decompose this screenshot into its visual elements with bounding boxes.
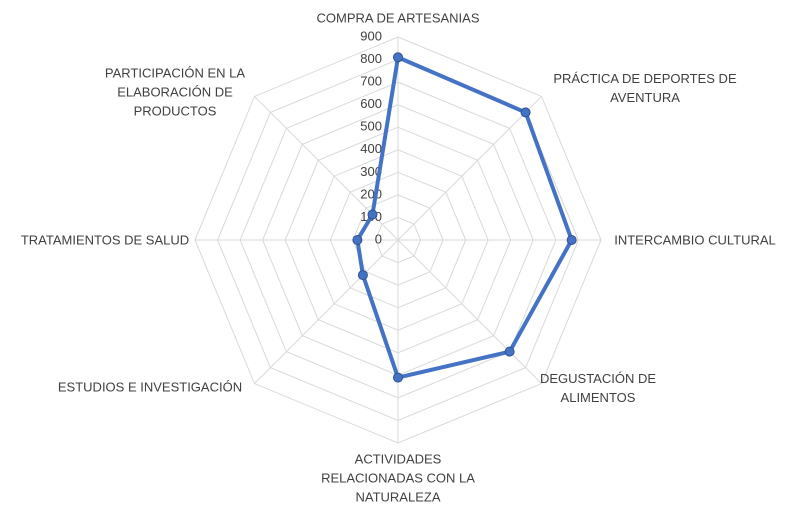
r-tick-label: 500	[360, 119, 382, 134]
point	[520, 107, 531, 118]
point	[504, 346, 515, 357]
category-label: ESTUDIOS E INVESTIGACIÓN	[57, 379, 243, 395]
category-label: COMPRA DE ARTESANIAS	[316, 10, 480, 26]
category-label: INTERCAMBIO CULTURAL	[614, 232, 776, 248]
point	[566, 235, 577, 245]
spoke	[397, 96, 542, 241]
point	[393, 52, 403, 63]
category-label: DEGUSTACIÓN DE ALIMENTOS	[539, 371, 657, 405]
point	[393, 372, 403, 383]
r-tick-label: 0	[375, 231, 382, 246]
r-tick-label: 800	[360, 51, 382, 66]
r-tick-label: 700	[360, 74, 382, 89]
point	[352, 235, 363, 245]
category-label: PARTICIPACIÓN EN LA ELABORACIÓN DE PRODU…	[104, 65, 246, 119]
r-tick-label: 300	[360, 164, 382, 179]
spoke	[397, 239, 542, 384]
r-tick-label: 200	[360, 186, 382, 201]
r-tick-label: 600	[360, 96, 382, 111]
spoke	[254, 239, 399, 384]
category-label: ACTIVIDADES RELACIONADAS CON LA NATURALE…	[321, 451, 475, 505]
r-tick-label: 900	[360, 28, 382, 43]
category-label: PRÁCTICA DE DEPORTES DE AVENTURA	[553, 71, 737, 105]
point	[367, 209, 378, 220]
r-tick-label: 400	[360, 141, 382, 156]
category-label: TRATAMIENTOS DE SALUD	[20, 232, 190, 248]
point	[357, 270, 368, 281]
series-line	[355, 55, 574, 380]
